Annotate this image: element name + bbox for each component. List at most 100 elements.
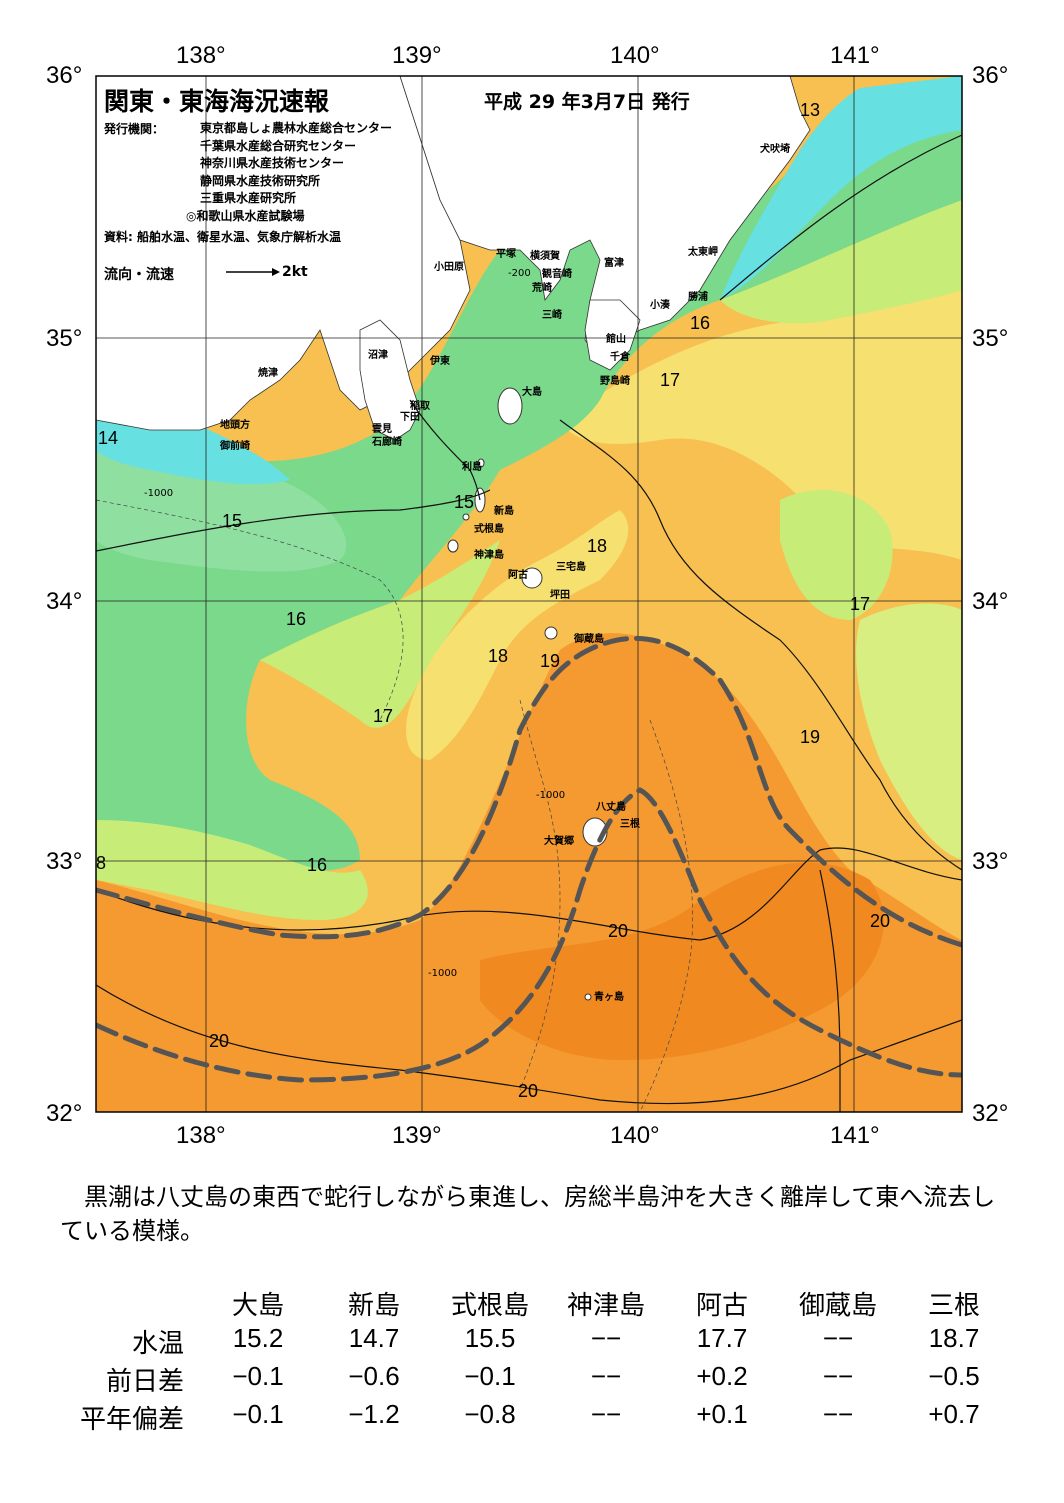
zone-warm-center	[406, 510, 629, 760]
table-cell: −−	[822, 1361, 854, 1391]
isotherm-label: 18	[587, 536, 608, 556]
place-numazu: 沼津	[368, 350, 388, 361]
table-cell: −−	[590, 1323, 622, 1353]
flow-legend-label: 流向・流速	[104, 267, 174, 283]
isotherm-label: 17	[850, 594, 871, 614]
zone-hot-core	[480, 862, 884, 1060]
isotherm-label: 16	[286, 609, 307, 629]
place-okago: 大賀郷	[544, 836, 574, 847]
place-misaki: 三崎	[542, 310, 562, 321]
zone-cold-ne	[720, 76, 962, 300]
kuroshio-axis	[96, 636, 962, 1083]
island-kozushima	[447, 539, 459, 553]
isotherm-label: 20	[209, 1031, 230, 1051]
lat-label-36-left: 36°	[46, 62, 83, 89]
place-odawara: 小田原	[434, 262, 464, 273]
row-header: 水温	[131, 1328, 184, 1358]
isotherm-label: 17	[660, 370, 681, 390]
place-tateyama: 館山	[606, 334, 626, 345]
place-yaizu: 焼津	[258, 368, 278, 379]
island-miyakejima	[521, 567, 543, 589]
publisher-item: 静岡県水産技術研究所	[200, 173, 321, 188]
table-cell: 15.5	[464, 1323, 516, 1353]
place-miyakejima: 三宅島	[556, 562, 586, 573]
isotherm-label: 16	[690, 313, 711, 333]
depth-label: -200	[508, 268, 531, 279]
lat-label-33-right: 33°	[972, 848, 1009, 875]
column-header: 新島	[347, 1290, 400, 1320]
land-izu-peninsula	[359, 319, 421, 441]
place-aogashima: 青ヶ島	[594, 992, 624, 1003]
island-aogashima	[584, 993, 592, 1001]
lat-label-36-right: 36°	[972, 62, 1009, 89]
map-frame	[95, 75, 963, 1113]
isotherm-label: 20	[608, 921, 629, 941]
isotherm-label: 20	[870, 911, 891, 931]
place-kumomi: 雲見	[372, 424, 392, 435]
isotherms	[96, 134, 962, 1112]
place-kozushima: 神津島	[474, 550, 504, 561]
publisher-item: 神奈川県水産技術センター	[200, 156, 345, 171]
island-mikurajima	[544, 626, 558, 640]
depth-label: -1000	[144, 488, 174, 499]
column-header: 式根島	[450, 1290, 529, 1320]
table-cell: 17.7	[696, 1323, 748, 1353]
place-kannonzaki: 観音崎	[542, 269, 572, 280]
table-cell: −1.2	[348, 1399, 400, 1429]
publisher-item: 東京都島しょ農林水産総合センター	[200, 121, 393, 135]
map-title: 関東・東海海況速報	[104, 87, 330, 116]
zone-warm-east	[560, 280, 962, 560]
isotherm-label: 15	[454, 492, 475, 512]
lon-label-141-bottom: 141°	[830, 1122, 880, 1149]
data-source: 資料: 船舶水温、衛星水温、気象庁解析水温	[104, 230, 341, 244]
lon-label-140-bottom: 140°	[610, 1122, 660, 1149]
row-header: 前日差	[105, 1366, 184, 1396]
place-irozaki: 石廊崎	[372, 437, 402, 448]
place-katsuura: 勝浦	[688, 292, 708, 303]
lon-label-138-top: 138°	[176, 42, 226, 69]
place-inubozaki: 犬吠埼	[760, 144, 790, 155]
depth-label: -1000	[428, 968, 458, 979]
isotherm-label: 17	[373, 706, 394, 726]
isotherm-label: 16	[307, 855, 328, 875]
lat-label-32-right: 32°	[972, 1100, 1009, 1127]
column-header: 神津島	[566, 1290, 645, 1320]
zone-mid-east	[720, 200, 962, 324]
isotherm-label: 8	[96, 853, 107, 873]
place-niijima: 新島	[494, 506, 514, 517]
place-taitomisaki: 太東岬	[688, 247, 718, 258]
place-inatori: 稲取	[410, 401, 430, 412]
place-shimoda: 下田	[400, 412, 420, 423]
table-cell: −0.1	[464, 1361, 516, 1391]
isotherm-label: 13	[800, 100, 821, 120]
zone-mid-sw	[96, 820, 368, 920]
island-toshima	[477, 458, 485, 468]
row-header: 平年偏差	[79, 1404, 184, 1434]
column-header: 大島	[231, 1290, 284, 1320]
table-cell: −0.6	[348, 1361, 400, 1391]
place-jitokata: 地頭方	[220, 420, 250, 431]
publisher-list: 東京都島しょ農林水産総合センター 千葉県水産総合研究センター 神奈川県水産技術セ…	[186, 120, 393, 226]
publisher-item: ◎和歌山県水産試験場	[186, 208, 305, 223]
table-cell: −−	[822, 1399, 854, 1429]
lat-label-33-left: 33°	[46, 848, 83, 875]
table-cell: +0.2	[696, 1361, 748, 1391]
table-cell: +0.1	[696, 1399, 748, 1429]
place-omaezaki: 御前崎	[220, 441, 250, 452]
place-tsubota: 坪田	[550, 590, 570, 601]
place-toshima: 利島	[462, 462, 482, 473]
table-cell: −0.1	[232, 1399, 284, 1429]
zone-mid-se	[856, 603, 962, 860]
flow-arrow-head	[272, 268, 280, 276]
place-hiratsuka: 平塚	[496, 249, 516, 260]
lon-label-140-top: 140°	[610, 42, 660, 69]
land-kanto	[399, 76, 811, 361]
publisher-item: 三重県水産研究所	[200, 191, 297, 206]
table-cell: 18.7	[928, 1323, 980, 1353]
lon-label-141-top: 141°	[830, 42, 880, 69]
place-nojimazaki: 野島崎	[600, 376, 630, 387]
publisher-label: 発行機関：	[104, 122, 165, 136]
lat-label-34-right: 34°	[972, 588, 1009, 615]
lat-label-35-left: 35°	[46, 325, 83, 352]
